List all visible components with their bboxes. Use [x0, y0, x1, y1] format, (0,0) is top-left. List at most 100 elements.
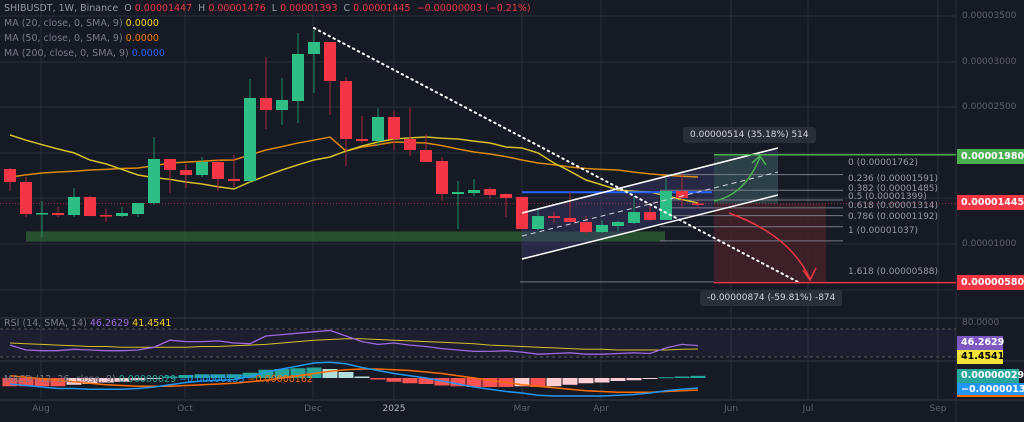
ma20-value: 0.0000 [125, 18, 159, 29]
candle-body [276, 99, 288, 111]
candle-body [36, 213, 48, 215]
candle-body [228, 178, 240, 181]
candle-body [20, 181, 32, 215]
price-tick: 0.00001000 [962, 239, 1017, 249]
ma200-value: 0.0000 [131, 48, 165, 59]
macd-panel [2, 361, 706, 397]
fib-label: 0 (0.00001762) [848, 158, 919, 168]
macd-histogram-bar [130, 378, 146, 381]
candle-body [372, 116, 384, 141]
price-tick: 0.00003000 [962, 57, 1017, 67]
open-value: 0.00001447 [134, 3, 193, 14]
low-value: 0.00001393 [280, 3, 338, 14]
moving-averages [9, 134, 712, 204]
macd-histogram-bar [418, 378, 434, 384]
macd-hist-tag: 0.00000029 [957, 369, 1024, 383]
time-tick: Apr [593, 404, 609, 414]
macd-histogram-bar [322, 369, 338, 378]
time-tick: Jun [723, 404, 739, 414]
macd-histogram-bar [594, 378, 610, 383]
time-tick: Oct [177, 404, 193, 414]
macd-histogram-bar [530, 378, 546, 387]
macd-histogram-bar [562, 378, 578, 385]
rsi-band [0, 329, 956, 357]
macd-histogram-bar [146, 378, 162, 379]
rsi-tag: 46.2629 [957, 336, 1004, 350]
ohlc-close: C 0.00001445 [344, 3, 411, 14]
close-label: C [343, 3, 351, 14]
ma200-legend[interactable]: MA (200, close, 0, SMA, 9) 0.0000 [4, 48, 168, 59]
macd-histogram-bar [450, 378, 466, 387]
macd-histogram-bar [482, 378, 498, 387]
candle-body [404, 138, 416, 151]
candle-body [68, 196, 80, 216]
ma20-legend[interactable]: MA (20, close, 0, SMA, 9) 0.0000 [4, 18, 162, 29]
time-tick: Sep [929, 404, 947, 414]
candle-body [244, 97, 256, 181]
candle-body [388, 116, 400, 139]
down-arrow-icon [728, 212, 811, 280]
ma50-legend[interactable]: MA (50, close, 0, SMA, 9) 0.0000 [4, 33, 162, 44]
macd-histogram-bar [546, 378, 562, 387]
macd-histogram-bar [466, 378, 482, 387]
candle-body [324, 42, 336, 82]
drawings-front[interactable] [313, 27, 956, 284]
macd-histogram-bar [658, 377, 674, 379]
price-tick: 0.00002500 [962, 102, 1017, 112]
macd-histogram-bar [642, 378, 658, 379]
candle-body [644, 212, 656, 220]
ohlc-high: H 0.00001476 [198, 3, 266, 14]
measure-up-tooltip: 0.00000514 (35.18%) 514 [683, 127, 816, 143]
down-arrowhead-icon [802, 267, 817, 282]
candle-body [212, 161, 224, 179]
symbol-legend[interactable]: SHIBUSDT, 1W, Binance O 0.00001447 H 0.000… [4, 3, 534, 14]
macd-histogram-bar [242, 372, 258, 378]
candle-body [164, 158, 176, 171]
rsi-legend[interactable]: RSI (14, SMA, 14) 46.2629 41.4541 [4, 318, 174, 329]
rsi-sma-tag: 41.4541 [957, 350, 1004, 364]
high-value: 0.00001476 [208, 3, 266, 14]
fib-label: 0.382 (0.00001485) [848, 184, 939, 194]
macd-histogram-bar [34, 378, 50, 387]
ma20-label: MA (20, close, 0, SMA, 9) [4, 18, 123, 29]
up-arrowhead-icon [751, 154, 767, 166]
close-value: 0.00001445 [353, 3, 411, 14]
macd-histogram-bar [514, 378, 530, 387]
candle-body [340, 81, 352, 139]
macd-histogram-bar [2, 378, 18, 387]
fib-label: 1.618 (0.00000588) [848, 267, 939, 277]
macd-histogram-bar [370, 378, 386, 380]
candle-body [452, 192, 464, 195]
candle-body [660, 191, 672, 220]
macd-legend[interactable]: MACD (12, 26, close, 9) 0.00000029 −0.0000… [4, 374, 316, 385]
time-tick: Aug [32, 404, 50, 414]
up-arrow-icon [713, 156, 761, 202]
macd-histogram-bar [386, 378, 402, 382]
macd-histogram-bar [354, 376, 370, 378]
stop-box [714, 203, 826, 283]
ohlc-low: L 0.00001393 [272, 3, 338, 14]
macd-signal-value: −0.00000162 [247, 374, 313, 385]
high-label: H [198, 3, 206, 14]
candle-body [628, 212, 640, 223]
macd-histogram-bar [114, 378, 130, 382]
fib-label: 0.618 (0.00001314) [848, 201, 939, 211]
macd-histogram-bar [210, 374, 226, 378]
macd-histogram-bar [226, 374, 242, 378]
price-tick: 0.00003500 [962, 11, 1017, 21]
rsi-line [9, 329, 699, 355]
time-tick: Dec [304, 404, 322, 414]
change-value: −0.00000003 (−0.21%) [416, 3, 531, 14]
ma20-line [9, 134, 699, 204]
candle-body [356, 138, 368, 141]
measure-down-tooltip: -0.00000874 (-59.81%) -874 [700, 290, 843, 306]
channel-upper [521, 147, 779, 214]
macd-histogram-bar [162, 376, 178, 378]
candle-body [468, 190, 480, 194]
time-tick: Jul [802, 404, 814, 414]
macd-label: MACD (12, 26, close, 9) [4, 374, 116, 385]
rsi-panel [0, 328, 956, 358]
open-label: O [124, 3, 132, 14]
